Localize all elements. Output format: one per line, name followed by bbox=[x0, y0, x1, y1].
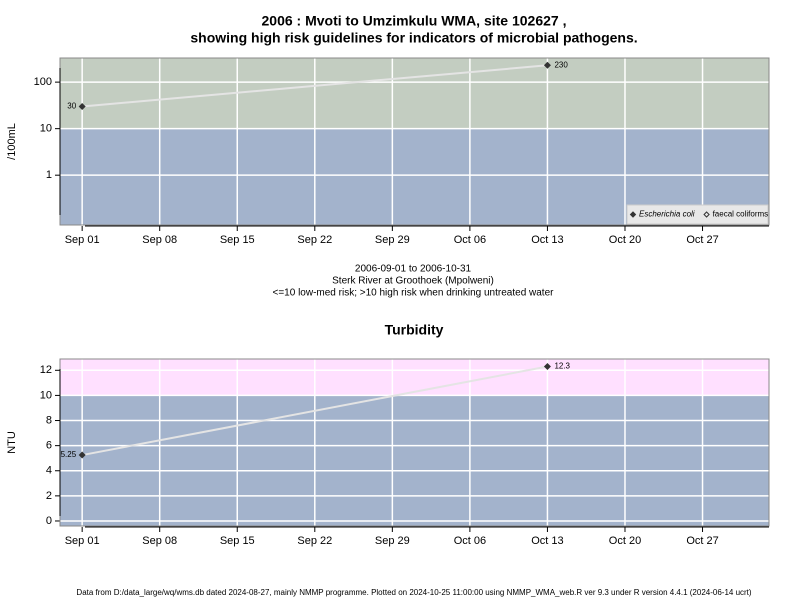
data-label: 230 bbox=[554, 60, 568, 69]
y-tick-label: 100 bbox=[34, 76, 52, 88]
data-label: 12.3 bbox=[554, 362, 570, 371]
x-tick-label: Oct 27 bbox=[686, 234, 718, 246]
data-point bbox=[543, 61, 551, 69]
y-axis-label: /100mL bbox=[6, 123, 18, 160]
y-tick-label: 10 bbox=[40, 123, 52, 135]
x-tick-label: Sep 01 bbox=[65, 234, 100, 246]
x-tick-label: Oct 27 bbox=[686, 535, 718, 547]
x-tick-label: Oct 20 bbox=[609, 535, 641, 547]
legend-label: faecal coliforms bbox=[713, 210, 769, 219]
x-tick-label: Sep 29 bbox=[375, 234, 410, 246]
series-line bbox=[81, 365, 548, 457]
x-tick-label: Sep 01 bbox=[65, 535, 100, 547]
y-tick-label: 10 bbox=[40, 389, 52, 401]
caption: <=10 low-med risk; >10 high risk when dr… bbox=[273, 288, 555, 299]
chart-title: 2006 : Mvoti to Umzimkulu WMA, site 1026… bbox=[262, 13, 567, 29]
y-tick-label: 1 bbox=[46, 169, 52, 181]
data-label: 30 bbox=[67, 102, 76, 111]
chart-title: Turbidity bbox=[385, 322, 444, 338]
data-point bbox=[78, 102, 86, 110]
x-tick-label: Sep 08 bbox=[142, 535, 177, 547]
y-tick-label: 4 bbox=[46, 465, 52, 477]
legend-marker bbox=[629, 211, 637, 218]
x-tick-label: Sep 08 bbox=[142, 234, 177, 246]
y-tick-label: 8 bbox=[46, 414, 52, 426]
band-high bbox=[60, 58, 769, 129]
x-tick-label: Oct 20 bbox=[609, 234, 641, 246]
legend-box bbox=[626, 204, 769, 225]
caption: 2006-09-01 to 2006-10-31 bbox=[355, 264, 472, 275]
chart-title: showing high risk guidelines for indicat… bbox=[190, 30, 637, 46]
x-tick-label: Sep 29 bbox=[375, 535, 410, 547]
x-tick-label: Oct 06 bbox=[454, 234, 486, 246]
footer: Data from D:/data_large/wq/wms.db dated … bbox=[76, 588, 751, 597]
x-tick-label: Sep 22 bbox=[297, 234, 332, 246]
y-tick-label: 2 bbox=[46, 490, 52, 502]
y-axis-label: NTU bbox=[6, 431, 18, 454]
x-tick-label: Oct 13 bbox=[531, 234, 563, 246]
legend-marker bbox=[703, 211, 710, 218]
y-tick-label: 6 bbox=[46, 440, 52, 452]
x-tick-label: Oct 13 bbox=[531, 535, 563, 547]
y-tick-label: 12 bbox=[40, 364, 52, 376]
band-low bbox=[60, 395, 769, 526]
data-point bbox=[543, 363, 551, 371]
caption: Sterk River at Groothoek (Mpolweni) bbox=[332, 276, 494, 287]
x-tick-label: Sep 15 bbox=[220, 535, 255, 547]
series-line bbox=[82, 64, 548, 108]
x-tick-label: Sep 15 bbox=[220, 234, 255, 246]
x-tick-label: Oct 06 bbox=[454, 535, 486, 547]
legend-label: Escherichia coli bbox=[639, 210, 695, 219]
data-point bbox=[78, 451, 86, 459]
y-tick-label: 0 bbox=[46, 515, 52, 527]
band-high bbox=[60, 359, 769, 396]
data-label: 5.25 bbox=[61, 450, 77, 459]
x-tick-label: Sep 22 bbox=[297, 535, 332, 547]
